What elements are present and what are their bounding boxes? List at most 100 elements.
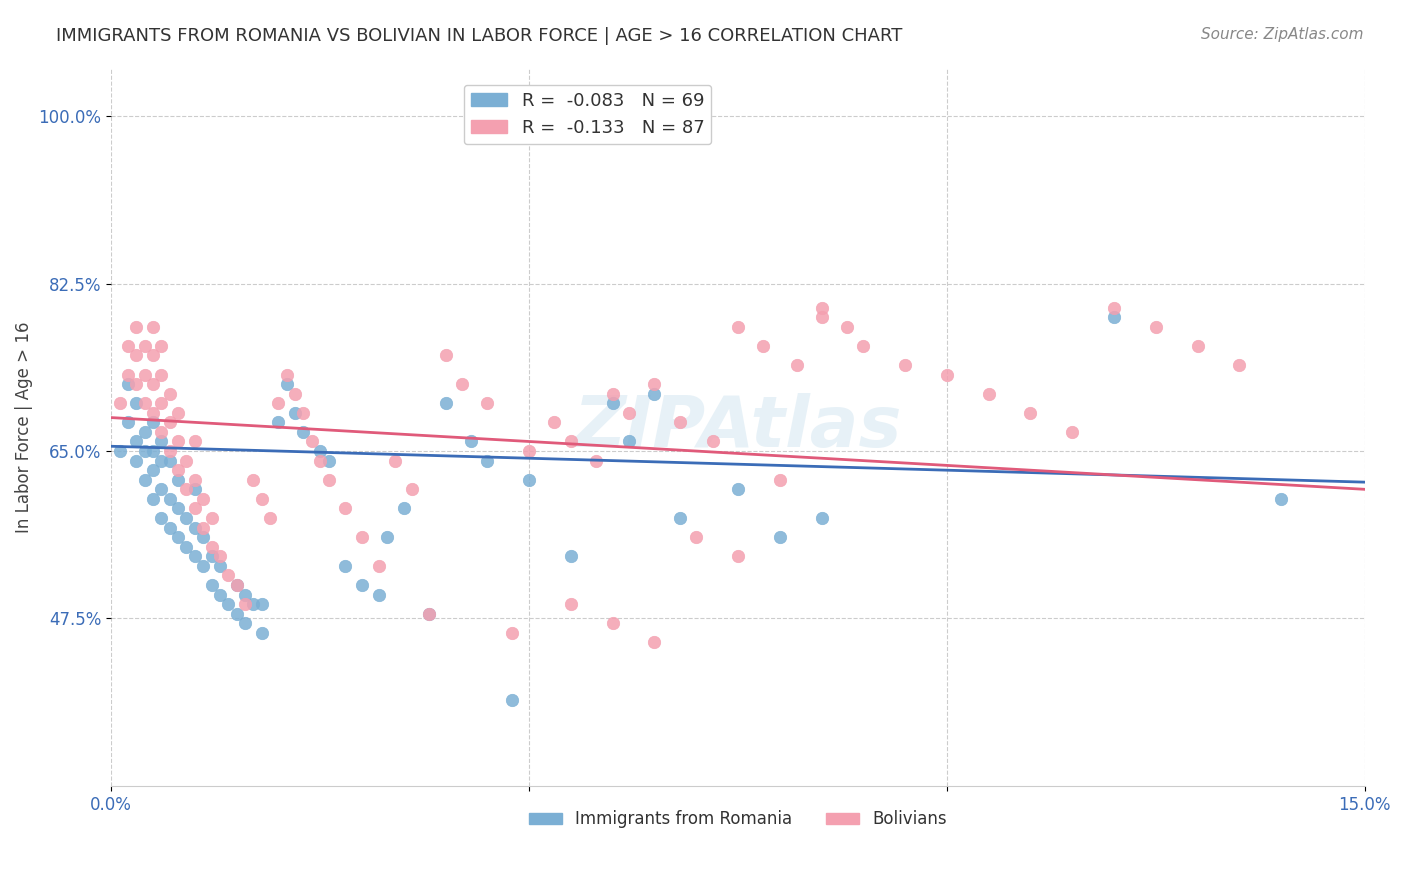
Point [142, 463, 165, 477]
Point [193, 558, 215, 573]
Point [225, 607, 247, 621]
Point [1187, 339, 1209, 353]
Point [309, 444, 332, 458]
Point [167, 473, 190, 487]
Point [184, 483, 207, 497]
Point [233, 587, 256, 601]
Point [233, 597, 256, 611]
Legend: Immigrants from Romania, Bolivians: Immigrants from Romania, Bolivians [522, 804, 953, 835]
Point [543, 416, 565, 430]
Point [501, 692, 523, 706]
Point [643, 377, 665, 392]
Point [125, 453, 148, 467]
Point [517, 444, 540, 458]
Point [1144, 319, 1167, 334]
Point [208, 558, 231, 573]
Point [619, 434, 641, 449]
Point [108, 396, 131, 410]
Point [142, 444, 165, 458]
Point [335, 558, 357, 573]
Point [292, 425, 315, 439]
Point [752, 339, 775, 353]
Point [208, 587, 231, 601]
Point [125, 319, 148, 334]
Point [367, 558, 389, 573]
Point [501, 625, 523, 640]
Point [769, 473, 792, 487]
Point [292, 406, 315, 420]
Point [418, 607, 440, 621]
Point [134, 444, 156, 458]
Point [852, 339, 875, 353]
Point [150, 368, 173, 382]
Point [184, 434, 207, 449]
Point [392, 501, 415, 516]
Point [150, 339, 173, 353]
Point [643, 635, 665, 649]
Text: IMMIGRANTS FROM ROMANIA VS BOLIVIAN IN LABOR FORCE | AGE > 16 CORRELATION CHART: IMMIGRANTS FROM ROMANIA VS BOLIVIAN IN L… [56, 27, 903, 45]
Point [1102, 310, 1125, 325]
Point [250, 625, 273, 640]
Point [200, 549, 222, 564]
Point [134, 425, 156, 439]
Point [184, 501, 207, 516]
Point [1270, 491, 1292, 506]
Point [117, 416, 139, 430]
Point [150, 434, 173, 449]
Point [786, 358, 808, 372]
Point [602, 386, 624, 401]
Point [193, 530, 215, 544]
Point [125, 434, 148, 449]
Text: ZIPAtlas: ZIPAtlas [574, 392, 903, 462]
Text: Source: ZipAtlas.com: Source: ZipAtlas.com [1201, 27, 1364, 42]
Point [142, 416, 165, 430]
Point [1229, 358, 1251, 372]
Point [176, 453, 198, 467]
Point [267, 396, 290, 410]
Point [176, 540, 198, 554]
Point [150, 425, 173, 439]
Point [184, 520, 207, 534]
Point [159, 520, 181, 534]
Point [159, 491, 181, 506]
Point [560, 434, 582, 449]
Point [477, 396, 499, 410]
Point [117, 377, 139, 392]
Point [384, 453, 406, 467]
Point [167, 434, 190, 449]
Point [259, 511, 281, 525]
Point [150, 483, 173, 497]
Point [117, 368, 139, 382]
Point [276, 368, 298, 382]
Point [894, 358, 917, 372]
Point [134, 339, 156, 353]
Point [167, 463, 190, 477]
Point [309, 453, 332, 467]
Point [1019, 406, 1042, 420]
Point [250, 491, 273, 506]
Point [125, 396, 148, 410]
Point [418, 607, 440, 621]
Point [769, 530, 792, 544]
Point [284, 386, 307, 401]
Point [134, 396, 156, 410]
Point [276, 377, 298, 392]
Point [225, 578, 247, 592]
Point [150, 396, 173, 410]
Point [619, 406, 641, 420]
Point [401, 483, 423, 497]
Point [727, 483, 749, 497]
Point [217, 597, 239, 611]
Point [159, 386, 181, 401]
Point [434, 396, 457, 410]
Point [242, 597, 264, 611]
Point [350, 530, 373, 544]
Point [685, 530, 707, 544]
Point [176, 483, 198, 497]
Point [318, 453, 340, 467]
Point [727, 549, 749, 564]
Point [142, 348, 165, 362]
Point [217, 568, 239, 582]
Point [193, 491, 215, 506]
Point [108, 444, 131, 458]
